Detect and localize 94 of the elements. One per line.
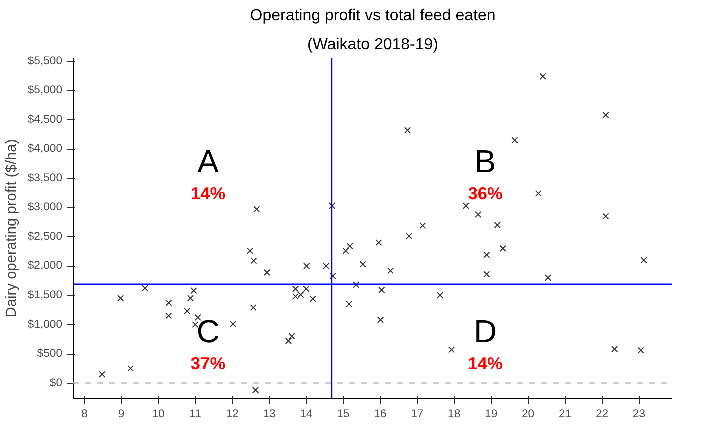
point [323, 262, 330, 270]
point [194, 314, 202, 322]
y-tick-label: $1,500 [28, 290, 63, 302]
annotation: 37% [190, 353, 226, 374]
point [303, 286, 310, 292]
point [288, 333, 296, 340]
x-tick-label: 17 [411, 408, 424, 420]
x-tick-label: 19 [485, 408, 498, 420]
point [190, 287, 198, 294]
annotation: 36% [468, 183, 503, 204]
point [250, 304, 257, 312]
chart-title: Operating profit vs total feed eaten [250, 8, 496, 24]
point [310, 296, 316, 302]
x-tick-label: 18 [448, 408, 461, 420]
y-axis-title: Dairy operating profit ($/ha) [4, 139, 20, 318]
chart-subtitle: (Waikato 2018-19) [307, 36, 439, 54]
point [544, 274, 552, 282]
point [448, 346, 456, 354]
point [346, 300, 353, 308]
point [602, 213, 610, 220]
y-tick-label: $4,500 [28, 114, 63, 126]
x-tick-label: 20 [522, 408, 535, 420]
point [462, 202, 470, 210]
point [187, 295, 194, 302]
point [494, 222, 501, 229]
x-tick-label: 8 [81, 408, 88, 420]
point [360, 261, 366, 268]
point [184, 308, 191, 315]
annotation: D [474, 313, 498, 350]
x-tick-label: 21 [558, 408, 572, 420]
x-tick-label: 9 [118, 408, 125, 420]
y-tick-label: $3,000 [28, 202, 63, 214]
x-tick-label: 14 [300, 408, 313, 420]
point [602, 112, 610, 119]
point [285, 338, 292, 344]
point [292, 286, 300, 292]
annotation: A [198, 143, 220, 180]
point [346, 243, 354, 250]
y-tick-label: $0 [50, 377, 63, 390]
point [246, 248, 254, 254]
y-tick-label: $1,000 [28, 318, 63, 331]
point [250, 258, 258, 264]
point [378, 286, 386, 294]
point [611, 346, 618, 353]
x-tick-label: 12 [226, 408, 239, 420]
annotation: C [196, 313, 220, 350]
point [166, 312, 172, 320]
point [353, 282, 360, 288]
x-tick-label: 11 [190, 408, 202, 420]
annotation: 14% [468, 353, 503, 374]
point [420, 222, 426, 230]
point [342, 248, 350, 254]
point [638, 347, 644, 354]
y-tick-label: $4,000 [28, 143, 63, 156]
point [475, 211, 482, 218]
point [484, 252, 490, 258]
y-tick-label: $3,500 [28, 172, 63, 184]
point [377, 316, 384, 324]
annotation: 14% [190, 183, 226, 204]
x-tick-label: 13 [263, 408, 276, 420]
x-tick-label: 16 [374, 408, 387, 420]
x-tick-label: 22 [596, 408, 609, 420]
y-tick-label: $5,500 [28, 55, 63, 68]
point [376, 240, 382, 246]
y-tick-label: $2,500 [28, 230, 63, 243]
point [254, 206, 260, 213]
point [500, 245, 506, 252]
point [387, 268, 394, 274]
y-tick-label: $2,000 [28, 260, 63, 272]
y-tick-label: $500 [37, 348, 62, 360]
point [540, 73, 546, 80]
point [512, 137, 518, 144]
point [404, 127, 412, 134]
point [436, 292, 444, 299]
x-tick-label: 10 [152, 408, 165, 420]
x-tick-label: 15 [337, 408, 350, 420]
point [252, 386, 260, 394]
point [230, 320, 237, 328]
y-tick-label: $5,000 [28, 84, 63, 97]
point [330, 272, 336, 280]
annotation: B [474, 143, 496, 180]
point [303, 262, 310, 270]
point [142, 285, 149, 292]
point [264, 269, 271, 276]
point [329, 202, 336, 210]
x-tick-label: 23 [632, 408, 646, 420]
point [166, 300, 172, 306]
point [127, 365, 134, 372]
point [118, 295, 124, 302]
point [406, 233, 413, 240]
point [640, 257, 648, 264]
point [484, 271, 490, 278]
point [99, 371, 106, 378]
point [535, 190, 542, 198]
